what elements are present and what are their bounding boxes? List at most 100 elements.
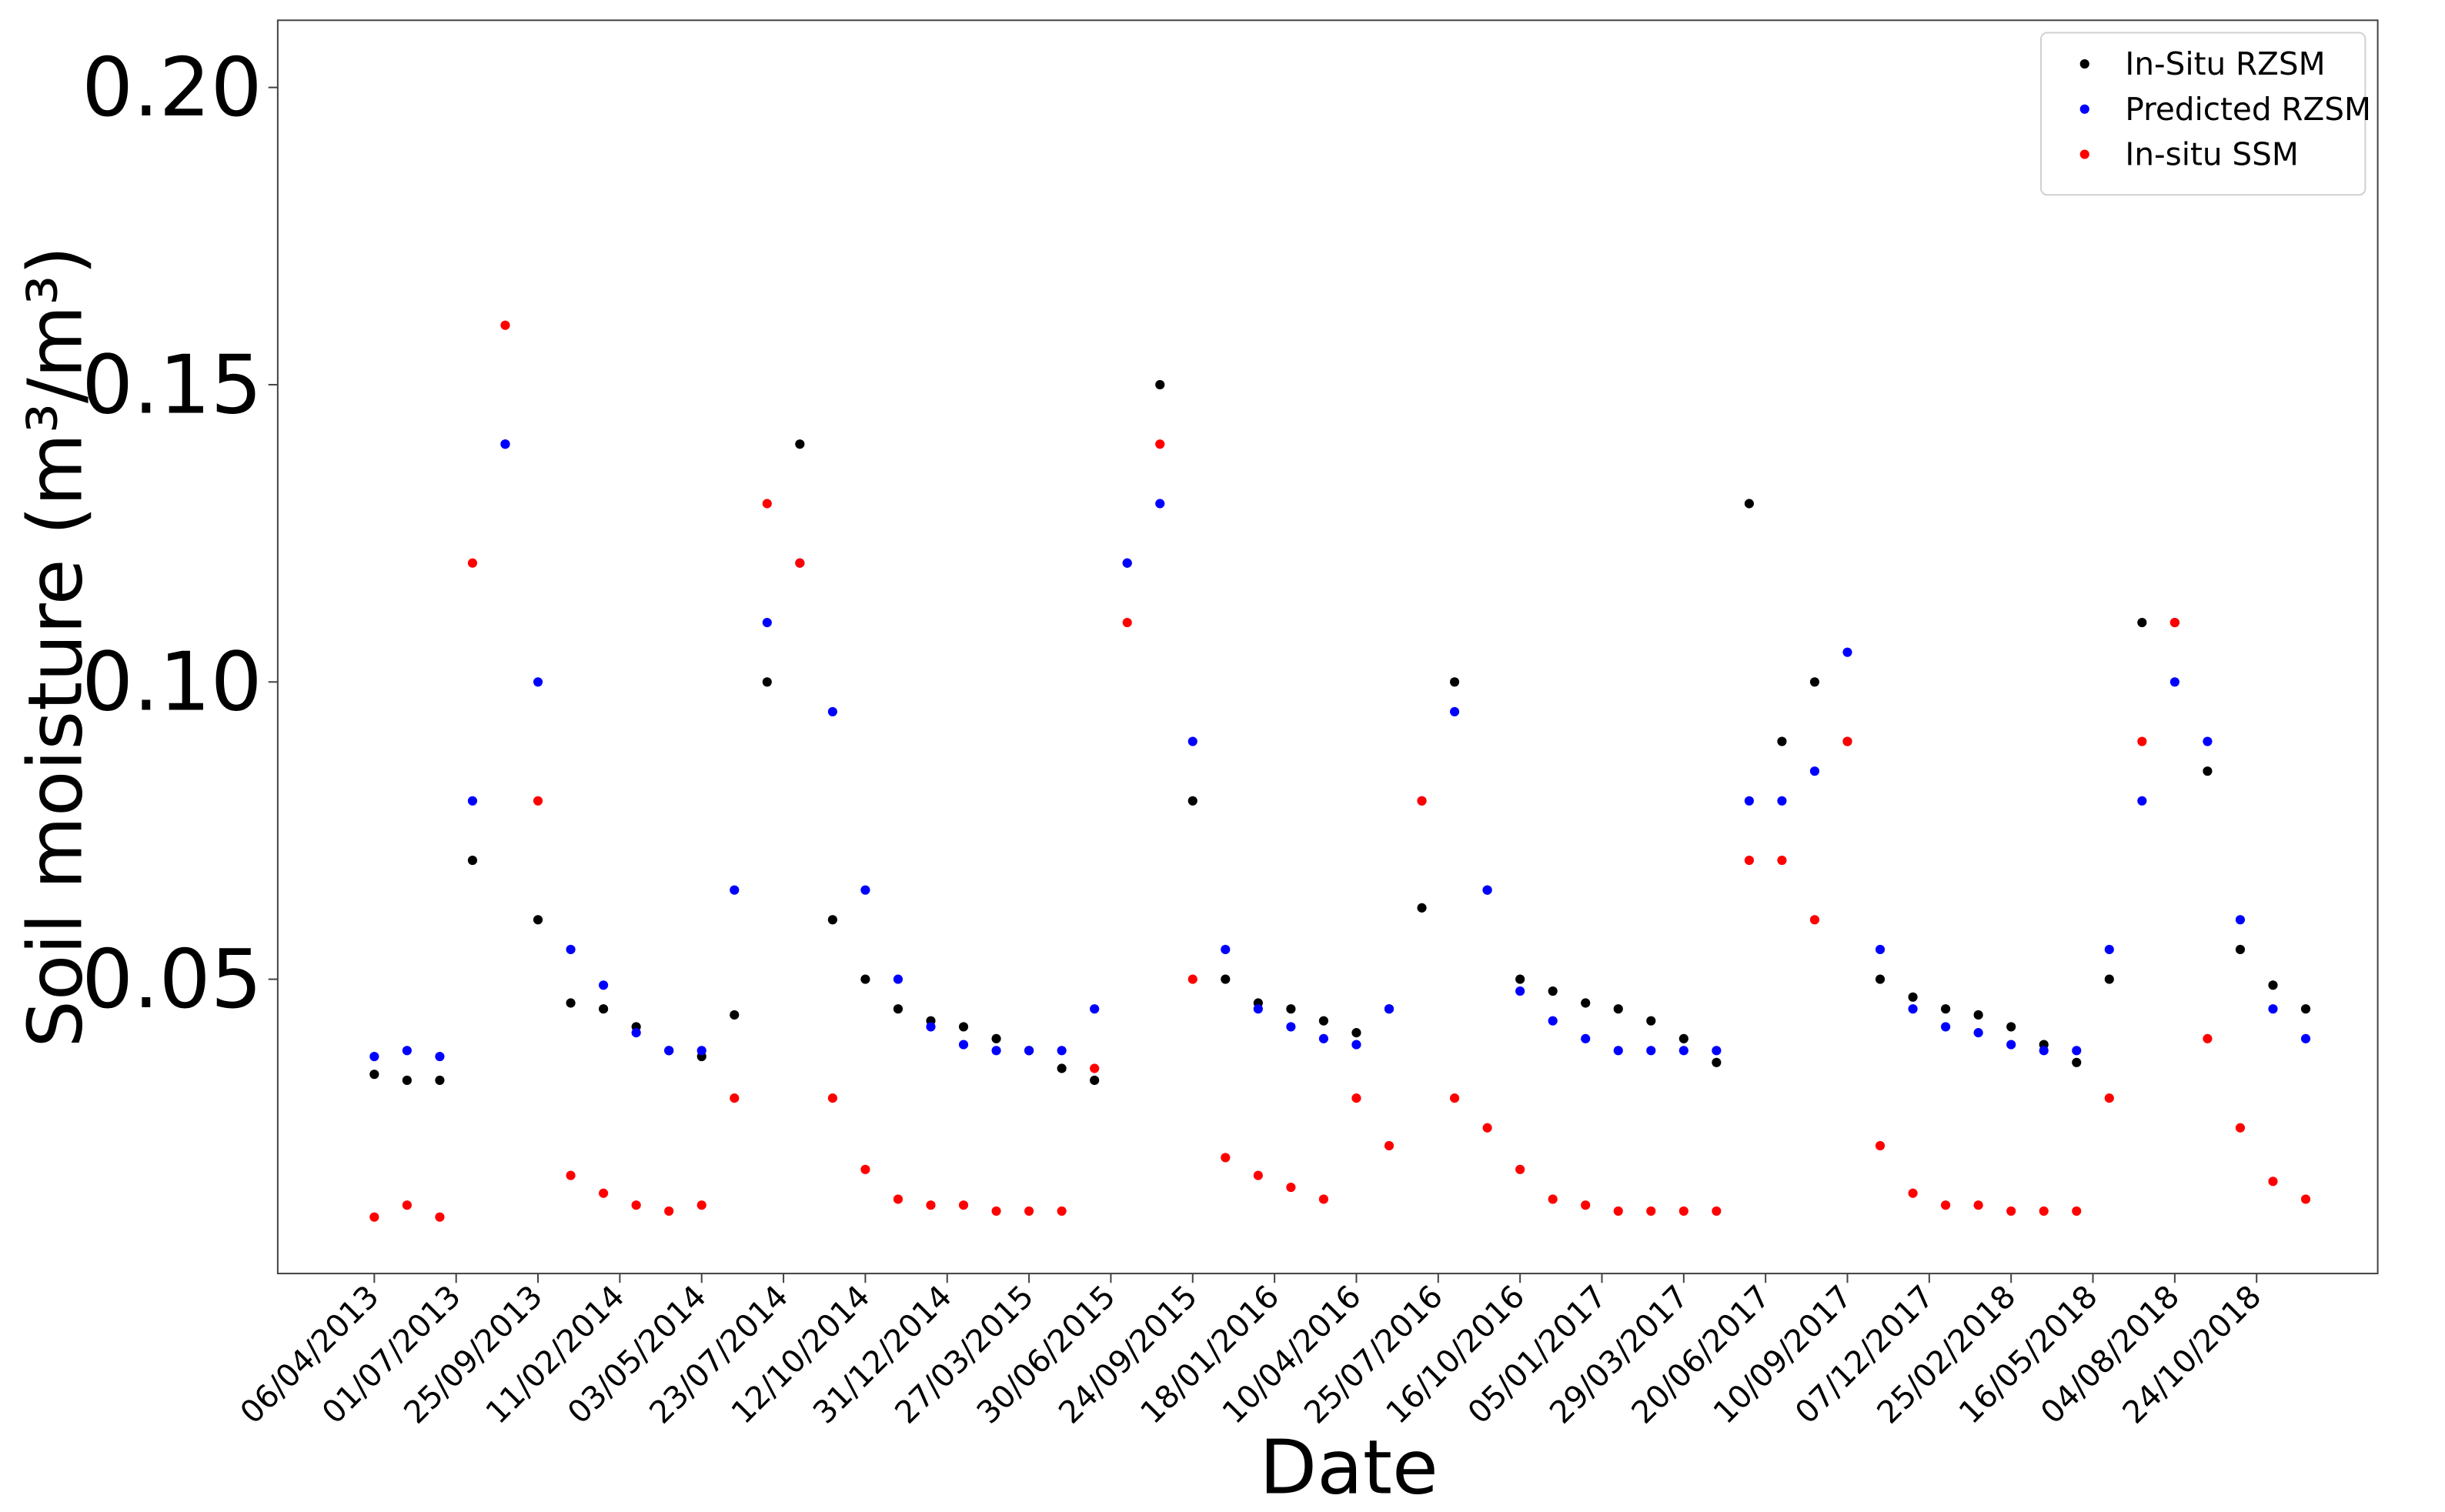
point xyxy=(1842,647,1852,657)
point xyxy=(467,796,478,806)
legend-label: In-situ SSM xyxy=(2125,136,2298,173)
point xyxy=(730,885,740,895)
point xyxy=(1384,1140,1395,1151)
point xyxy=(1646,1046,1656,1056)
point xyxy=(2006,1040,2016,1050)
point xyxy=(991,1046,1001,1056)
point xyxy=(1417,796,1427,806)
point xyxy=(2137,736,2147,746)
point xyxy=(762,677,772,687)
point xyxy=(1712,1057,1722,1067)
point xyxy=(730,1093,740,1103)
point xyxy=(467,855,478,866)
point xyxy=(435,1051,445,1062)
point xyxy=(2203,1033,2213,1043)
point xyxy=(926,1022,936,1032)
point xyxy=(860,885,870,895)
point xyxy=(1581,998,1591,1008)
point xyxy=(566,1170,576,1180)
point xyxy=(762,499,772,509)
point xyxy=(1318,1194,1328,1204)
point xyxy=(2072,1057,2082,1067)
point xyxy=(1973,1200,1983,1210)
point xyxy=(893,1194,904,1204)
point xyxy=(2104,974,2114,984)
point xyxy=(402,1046,412,1056)
point xyxy=(1482,885,1492,895)
legend-label: Predicted RZSM xyxy=(2125,91,2371,128)
point xyxy=(2235,944,2246,955)
point xyxy=(1548,986,1558,996)
point xyxy=(827,915,837,925)
point xyxy=(1875,1140,1886,1151)
point xyxy=(1057,1063,1067,1073)
point xyxy=(1581,1200,1591,1210)
point xyxy=(1187,974,1197,984)
point xyxy=(2039,1046,2049,1056)
point xyxy=(2268,1177,2278,1187)
x-axis-label: Date xyxy=(1259,1424,1438,1511)
point xyxy=(795,439,805,449)
point xyxy=(1286,1022,1296,1032)
legend-label: In-Situ RZSM xyxy=(2125,45,2325,82)
legend-marker xyxy=(2079,104,2089,114)
point xyxy=(2235,915,2246,925)
point xyxy=(2137,796,2147,806)
point xyxy=(1613,1004,1623,1014)
legend-marker xyxy=(2079,58,2089,69)
point xyxy=(1318,1033,1328,1043)
point xyxy=(2104,944,2114,955)
y-tick-label: 0.20 xyxy=(82,40,262,135)
point xyxy=(795,558,805,568)
point xyxy=(369,1212,379,1222)
point xyxy=(2300,1004,2311,1014)
point xyxy=(2169,617,2179,628)
point xyxy=(533,677,543,687)
series xyxy=(369,439,2311,1062)
point xyxy=(533,915,543,925)
point xyxy=(1057,1206,1067,1217)
legend-box xyxy=(2040,32,2367,196)
point xyxy=(500,439,510,449)
point xyxy=(2072,1046,2082,1056)
point xyxy=(1744,499,1754,509)
y-axis-label: Soil moisture (m³/m³) xyxy=(12,246,99,1048)
point xyxy=(730,1010,740,1020)
point xyxy=(1613,1206,1623,1217)
point xyxy=(2006,1022,2016,1032)
point xyxy=(369,1051,379,1062)
point xyxy=(1777,736,1787,746)
point xyxy=(1221,944,1231,955)
legend-marker xyxy=(2079,149,2089,159)
point xyxy=(1941,1022,1951,1032)
point xyxy=(664,1206,674,1217)
point xyxy=(1187,736,1197,746)
point xyxy=(1973,1010,1983,1020)
point xyxy=(533,796,543,806)
point xyxy=(435,1212,445,1222)
point xyxy=(631,1200,641,1210)
point xyxy=(893,974,904,984)
point xyxy=(1187,796,1197,806)
point xyxy=(1449,677,1460,687)
point xyxy=(1875,974,1886,984)
point xyxy=(1384,1004,1395,1014)
point xyxy=(1678,1033,1688,1043)
point xyxy=(958,1040,969,1050)
point xyxy=(1155,499,1165,509)
series xyxy=(369,379,2311,1086)
point xyxy=(631,1028,641,1038)
point xyxy=(1809,766,1820,776)
point xyxy=(2039,1206,2049,1217)
point xyxy=(1449,706,1460,716)
point xyxy=(1515,974,1525,984)
point xyxy=(1548,1194,1558,1204)
plot-frame xyxy=(276,19,2379,1275)
point xyxy=(2235,1123,2246,1133)
point xyxy=(1122,617,1132,628)
point xyxy=(1221,974,1231,984)
point xyxy=(1318,1016,1328,1026)
point xyxy=(566,998,576,1008)
point xyxy=(1090,1075,1100,1086)
point xyxy=(2268,1004,2278,1014)
